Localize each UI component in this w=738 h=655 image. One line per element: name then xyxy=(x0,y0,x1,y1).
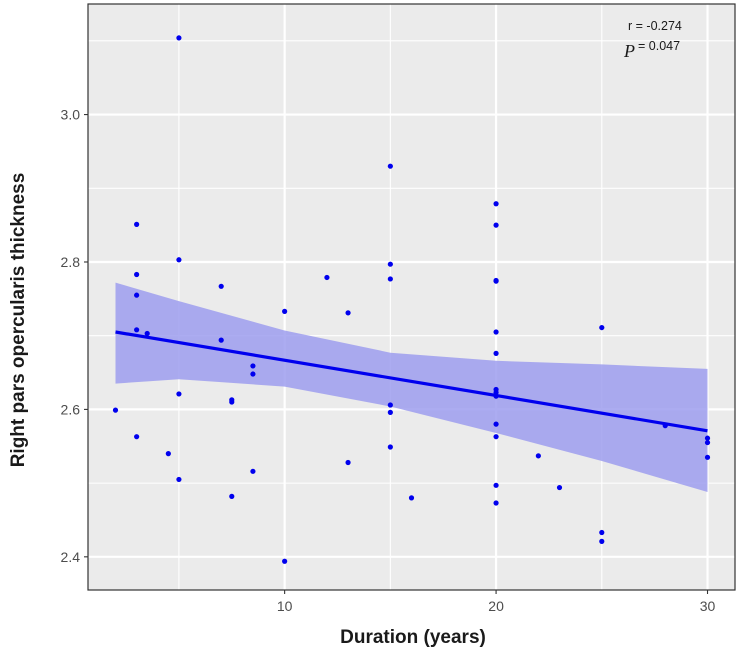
data-point xyxy=(387,409,393,415)
panel-background xyxy=(88,4,735,590)
data-point xyxy=(218,337,224,343)
data-point xyxy=(493,222,499,228)
data-point xyxy=(535,453,541,459)
data-point xyxy=(134,271,140,278)
x-tick-label: 30 xyxy=(700,598,716,614)
data-point xyxy=(387,163,393,169)
x-axis-title: Duration (years) xyxy=(340,627,486,648)
data-point xyxy=(134,434,140,440)
data-point xyxy=(662,423,668,429)
data-point xyxy=(282,308,288,314)
data-point xyxy=(250,371,256,377)
data-points xyxy=(112,35,711,564)
data-point xyxy=(345,310,351,316)
p-symbol: P xyxy=(623,41,635,61)
data-point xyxy=(704,454,711,460)
regression-line xyxy=(115,330,708,433)
data-point xyxy=(176,35,182,41)
axis-ticks xyxy=(84,114,709,594)
data-point xyxy=(112,407,119,413)
major-gridlines xyxy=(88,4,735,590)
data-point xyxy=(556,484,563,491)
data-point xyxy=(176,257,182,263)
data-point xyxy=(493,393,499,399)
y-axis-title: Right pars opercularis thickness xyxy=(8,173,29,468)
data-point xyxy=(599,538,605,544)
data-point xyxy=(408,495,415,501)
data-point xyxy=(493,434,499,440)
data-point xyxy=(493,500,499,506)
data-point xyxy=(250,363,256,369)
data-point xyxy=(134,221,140,227)
data-point xyxy=(250,468,256,474)
y-tick-label: 3.0 xyxy=(61,107,81,123)
data-point xyxy=(387,276,393,282)
y-tick-label: 2.8 xyxy=(61,254,81,270)
y-tick-label: 2.4 xyxy=(61,549,81,565)
data-point xyxy=(176,391,182,397)
data-point xyxy=(134,292,140,298)
panel-border xyxy=(87,3,736,591)
data-point xyxy=(134,327,140,333)
data-point xyxy=(144,330,150,337)
data-point xyxy=(493,389,499,396)
data-point xyxy=(387,261,393,267)
confidence-band xyxy=(115,282,708,492)
data-point xyxy=(229,493,235,499)
data-point xyxy=(599,529,605,536)
tick-labels: 10 20 30 2.4 2.6 2.8 3.0 xyxy=(61,107,716,614)
data-point xyxy=(324,274,330,281)
data-point xyxy=(493,278,499,284)
data-point xyxy=(387,444,393,450)
data-point xyxy=(218,283,224,289)
data-point xyxy=(493,201,499,207)
y-tick-label: 2.6 xyxy=(61,401,81,417)
x-tick-label: 20 xyxy=(488,598,504,614)
data-point xyxy=(493,329,499,335)
data-point xyxy=(387,402,393,408)
data-point xyxy=(493,482,499,488)
p-value-annotation: = 0.047 xyxy=(638,39,680,53)
data-point xyxy=(704,435,711,441)
x-tick-label: 10 xyxy=(277,598,293,614)
data-point xyxy=(599,324,605,331)
data-point xyxy=(345,459,351,466)
data-point xyxy=(493,350,499,356)
data-point xyxy=(229,399,235,405)
data-point xyxy=(493,421,499,427)
data-point xyxy=(704,439,711,446)
data-point xyxy=(176,476,182,483)
correlation-annotation: r = -0.274 xyxy=(628,19,682,33)
data-point xyxy=(165,451,171,457)
data-point xyxy=(282,558,288,564)
